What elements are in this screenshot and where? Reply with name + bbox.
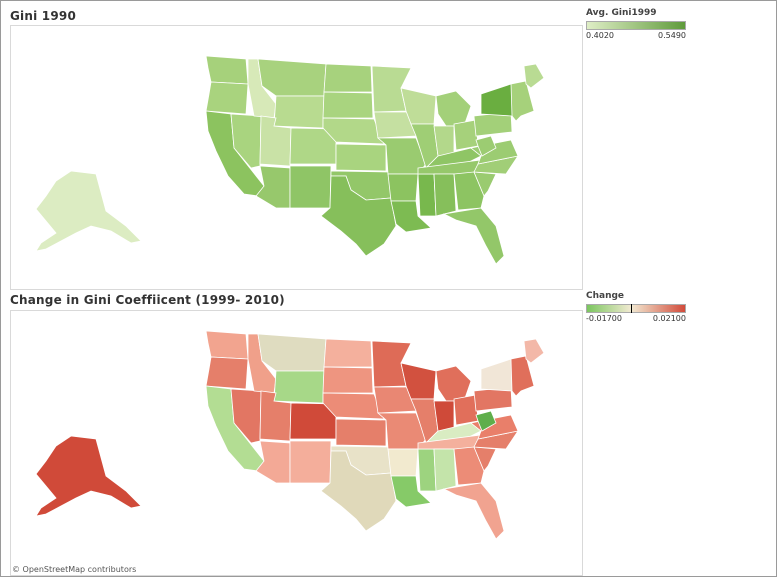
state-ar[interactable] xyxy=(387,173,419,202)
state-or[interactable] xyxy=(205,356,249,390)
state-oh[interactable] xyxy=(453,394,479,426)
state-mi[interactable] xyxy=(435,90,472,127)
legend-gini-1999: Avg. Gini1999 0.4020 0.5490 xyxy=(586,8,691,43)
state-mt[interactable] xyxy=(257,333,327,372)
us-map-change-gini[interactable] xyxy=(11,311,583,576)
state-or[interactable] xyxy=(205,81,249,115)
state-mi[interactable] xyxy=(435,365,472,402)
legend-title: Change xyxy=(586,291,625,301)
map-title-gini-1990: Gini 1990 xyxy=(10,9,76,23)
state-in[interactable] xyxy=(433,125,455,157)
map-title-change-gini: Change in Gini Coeffiicent (1999- 2010) xyxy=(10,293,285,307)
legend-color-ramp xyxy=(586,21,686,30)
state-ne[interactable] xyxy=(322,392,385,420)
legend-change: Change -0.01700 0.02100 xyxy=(586,291,691,326)
legend-max-label: 0.02100 xyxy=(652,314,686,323)
legend-zero-tick xyxy=(631,304,632,313)
map-panel-change-gini[interactable] xyxy=(10,310,583,576)
state-ak[interactable] xyxy=(35,170,142,252)
state-ga[interactable] xyxy=(453,446,485,486)
map-attribution: © OpenStreetMap contributors xyxy=(12,565,137,574)
legend-title: Avg. Gini1999 xyxy=(586,8,657,18)
state-fl[interactable] xyxy=(442,207,505,265)
state-nd[interactable] xyxy=(323,63,373,93)
state-ms[interactable] xyxy=(417,448,437,492)
state-wa[interactable] xyxy=(205,330,249,360)
us-map-gini-1990[interactable] xyxy=(11,26,583,290)
state-ms[interactable] xyxy=(417,173,437,217)
state-me[interactable] xyxy=(523,338,545,364)
state-sd[interactable] xyxy=(322,366,374,394)
map-panel-gini-1990[interactable] xyxy=(10,25,583,290)
state-ak[interactable] xyxy=(35,435,142,517)
state-sc[interactable] xyxy=(473,446,497,472)
legend-min-label: -0.01700 xyxy=(586,314,622,323)
legend-color-ramp xyxy=(586,304,686,313)
state-me[interactable] xyxy=(523,63,545,89)
state-al[interactable] xyxy=(433,173,457,217)
state-ga[interactable] xyxy=(453,171,485,211)
state-in[interactable] xyxy=(433,400,455,432)
state-nd[interactable] xyxy=(323,338,373,368)
state-tx[interactable] xyxy=(320,450,397,532)
state-sc[interactable] xyxy=(473,171,497,197)
state-la[interactable] xyxy=(390,475,432,508)
state-mt[interactable] xyxy=(257,58,327,97)
state-tx[interactable] xyxy=(320,175,397,257)
legend-max-label: 0.5490 xyxy=(658,31,686,40)
legend-min-label: 0.4020 xyxy=(586,31,614,40)
state-ne[interactable] xyxy=(322,117,385,145)
state-fl[interactable] xyxy=(442,482,505,540)
state-al[interactable] xyxy=(433,448,457,492)
state-wy[interactable] xyxy=(273,370,325,404)
state-sd[interactable] xyxy=(322,91,374,119)
state-nm[interactable] xyxy=(289,165,332,209)
state-wa[interactable] xyxy=(205,55,249,85)
state-ks[interactable] xyxy=(335,418,387,447)
state-wv[interactable] xyxy=(475,410,497,432)
state-wv[interactable] xyxy=(475,135,497,157)
state-nm[interactable] xyxy=(289,440,332,484)
state-la[interactable] xyxy=(390,200,432,233)
state-wy[interactable] xyxy=(273,95,325,129)
state-ks[interactable] xyxy=(335,143,387,172)
state-ar[interactable] xyxy=(387,448,419,477)
state-oh[interactable] xyxy=(453,119,479,151)
